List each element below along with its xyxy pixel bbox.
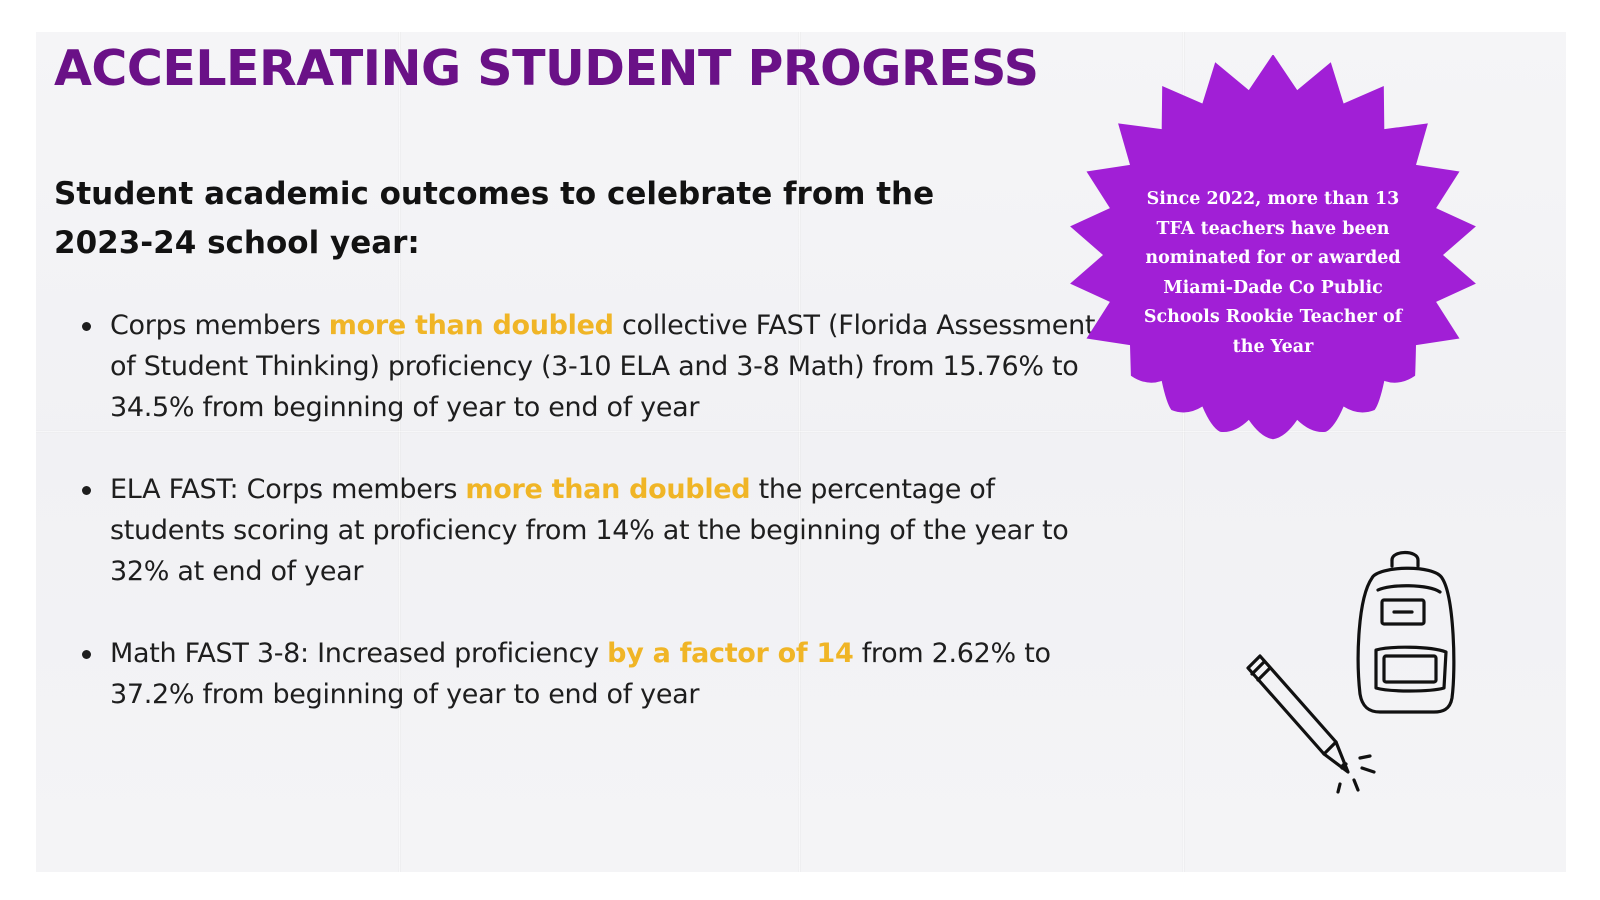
callout-text: Since 2022, more than 13 TFA teachers ha… — [1143, 189, 1403, 357]
outcome-text: Corps members — [110, 310, 329, 341]
pencil-tip — [1340, 762, 1348, 772]
outcome-text: ELA FAST: Corps members — [110, 474, 466, 505]
outcome-text: collective FAST (Florida Assessment of S… — [110, 310, 1096, 423]
outcome-item: Corps members more than doubled collecti… — [82, 305, 1102, 428]
starburst-callout: Since 2022, more than 13 TFA teachers ha… — [1068, 55, 1478, 460]
outcomes-list: Corps members more than doubled collecti… — [82, 305, 1102, 756]
backpack-icon — [1356, 550, 1456, 714]
outcome-highlight: more than doubled — [328, 310, 614, 341]
outcome-text: the percentage of students scoring at pr… — [110, 474, 1069, 587]
page-subtitle: Student academic outcomes to celebrate f… — [54, 176, 935, 261]
outcome-text: from 2.62% to 37.2% from beginning of ye… — [110, 638, 1051, 710]
outcome-text: Math FAST 3-8: Increased proficiency — [110, 638, 608, 669]
outcome-highlight: more than doubled — [465, 474, 751, 505]
page-title: ACCELERATING STUDENT PROGRESS — [54, 40, 1039, 97]
starburst-shape — [1070, 55, 1476, 440]
starburst-path — [1070, 55, 1476, 440]
pencil-icon — [1246, 654, 1376, 794]
outcome-item: ELA FAST: Corps members more than double… — [82, 469, 1102, 592]
outcome-item: Math FAST 3-8: Increased proficiency by … — [82, 633, 1102, 715]
outcome-highlight: by a factor of 14 — [607, 638, 854, 669]
